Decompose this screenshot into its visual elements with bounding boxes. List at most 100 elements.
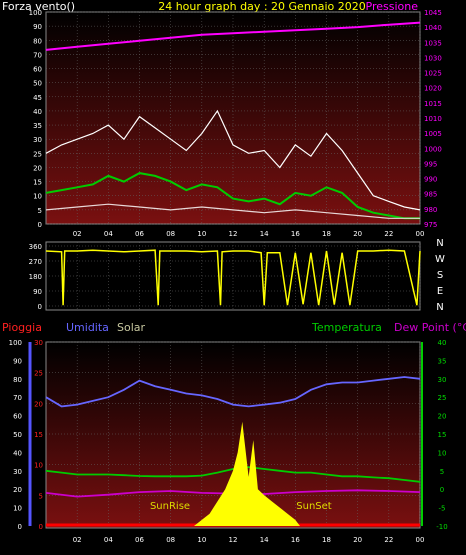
wind-tick-label: 5 [38,207,42,215]
humidity-tick-label: 40 [13,449,22,457]
pressure-line [45,21,421,51]
compass-label: W [435,254,445,265]
pressure-tick-label: 1025 [424,70,442,78]
pressure-tick-label: 990 [424,176,437,184]
compass-label: E [437,286,443,297]
sunset-label: SunSet [296,501,332,512]
time-tick-label: 10 [197,536,206,544]
direction-tick-label: 270 [29,258,42,266]
time-tick-label: 02 [73,230,82,238]
time-tick-label: 00 [416,536,425,544]
temperature-tick-label: 20 [438,413,447,421]
temperature-tick-label: -10 [436,523,447,531]
wind-tick-label: 25 [33,150,42,158]
pressure-tick-label: 985 [424,191,437,199]
temperature-axes: 0 10 20 30 40 50 60 70 80 90 100 0 5 10 15 20 25 30 -10 -5 0… [9,339,448,531]
temperature-tick-label: -5 [439,505,446,513]
wind-axis-ticks: 0 5 10 15 20 25 30 35 40 45 50 60 70 80 90 100 [29,9,42,229]
pressure-tick-label: 1030 [424,54,442,62]
humidity-tick-label: 80 [13,376,22,384]
direction-line [45,249,421,306]
wind-line [45,109,421,211]
temperature-label: Temperatura [311,321,382,334]
humidity-tick-label: 0 [18,523,22,531]
wind-tick-label: 10 [33,193,42,201]
rain-label: Pioggia [2,321,42,334]
temperature-tick-label: 15 [438,431,447,439]
time-tick-label: 04 [104,230,113,238]
humidity-tick-label: 70 [13,394,22,402]
time-tick-label: 06 [135,230,144,238]
time-tick-label: 16 [291,536,300,544]
rain-tick-label: 25 [34,370,43,378]
wind-tick-label: 0 [38,221,42,229]
compass-label: N [436,302,443,313]
rain-tick-label: 5 [39,492,43,500]
direction-tick-label: 90 [33,288,42,296]
pressure-label: Pressione [366,0,419,13]
rain-tick-label: 20 [34,400,43,408]
pressure-tick-label: 1005 [424,130,442,138]
direction-series [45,249,421,306]
humidity-label: Umidita [66,321,109,334]
humidity-tick-label: 90 [13,357,22,365]
solar-label: Solar [117,321,146,334]
gust-line [45,203,420,219]
wind-tick-label: 70 [33,51,42,59]
wind-label: Forza vento() [2,0,75,13]
wind-tick-label: 20 [33,164,42,172]
temperature-tick-label: 30 [438,376,447,384]
rain-tick-label: 15 [34,431,43,439]
pressure-tick-label: 995 [424,160,437,168]
pressure-tick-label: 1040 [424,24,442,32]
temperature-tick-label: 10 [438,449,447,457]
time-tick-label: 22 [384,230,393,238]
wind-tick-label: 90 [33,23,42,31]
time-tick-label: 18 [322,230,331,238]
humidity-tick-label: 10 [13,505,22,513]
wind-pressure-grid [46,11,421,225]
wind-tick-label: 60 [33,66,42,74]
dewpoint-label: Dew Point (°C) [394,321,466,334]
temperature-tick-label: 40 [438,339,447,347]
wind-tick-label: 100 [29,9,42,17]
pressure-tick-label: 1010 [424,115,442,123]
wind-tick-label: 50 [33,80,42,88]
wind-tick-label: 45 [33,94,42,102]
pressure-tick-label: 1015 [424,100,442,108]
time-tick-label: 00 [416,230,425,238]
wind-tick-label: 40 [33,108,42,116]
humidity-tick-label: 20 [13,486,22,494]
wind-time-axis: 02 04 06 08 10 12 14 16 18 20 22 00 [73,230,425,238]
rain-tick-label: 30 [34,339,43,347]
humidity-tick-label: 30 [13,468,22,476]
rain-tick-label: 0 [39,523,43,531]
temperature-line [45,466,421,483]
temperature-series [45,376,421,527]
time-tick-label: 12 [229,536,238,544]
time-tick-label: 02 [73,536,82,544]
humidity-line [45,376,421,408]
pressure-tick-label: 980 [424,206,437,214]
humidity-tick-label: 100 [9,339,22,347]
time-tick-label: 22 [384,536,393,544]
time-tick-label: 14 [260,230,269,238]
wind-tick-label: 15 [33,179,42,187]
time-tick-label: 08 [166,230,175,238]
wind-tick-label: 30 [33,136,42,144]
temperature-tick-label: 5 [440,468,444,476]
time-tick-label: 14 [260,536,269,544]
temperature-time-axis: 02 04 06 08 10 12 14 16 18 20 22 00 [73,536,425,544]
wind_avg-line [45,172,420,220]
pressure-tick-label: 1045 [424,9,442,17]
pressure-axis-ticks: 975 980 985 990 995 1000 1005 1010 1015 1020 1025 1… [424,9,442,229]
time-tick-label: 12 [229,230,238,238]
direction-tick-label: 180 [29,273,42,281]
time-tick-label: 16 [291,230,300,238]
temperature-tick-label: 35 [438,357,447,365]
pressure-tick-label: 1035 [424,39,442,47]
direction-tick-label: 360 [29,243,42,251]
solar-area [46,421,420,526]
rain-tick-label: 10 [34,462,43,470]
